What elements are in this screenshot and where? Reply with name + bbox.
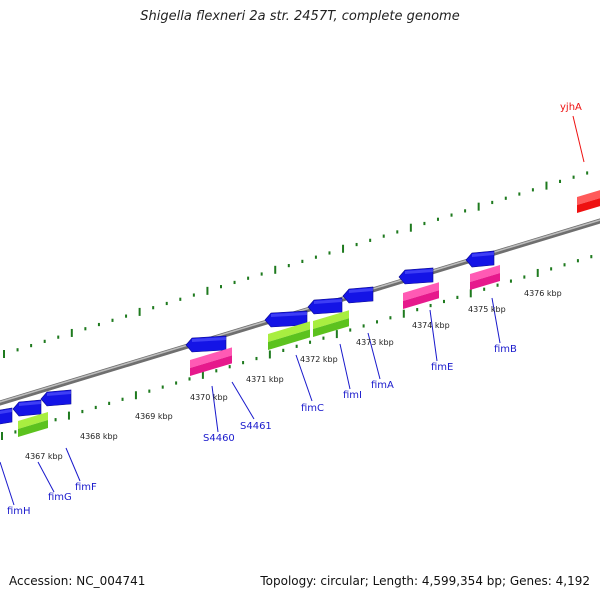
gene-label: fimE <box>431 362 453 373</box>
label-connector <box>295 354 313 402</box>
gene-arrow-highlight <box>349 288 373 293</box>
undefined-top <box>18 412 48 429</box>
label-connector <box>491 297 501 344</box>
gene-label: fimA <box>371 380 394 391</box>
scale-label: 4368 kbp <box>80 432 118 441</box>
label-connector <box>339 343 351 390</box>
undefined-top <box>403 282 439 301</box>
undefined-top <box>268 321 310 342</box>
scale-label: 4370 kbp <box>190 393 228 402</box>
gene-arrow-highlight <box>19 401 41 406</box>
gene-label: fimB <box>494 344 517 355</box>
scale-labels: 4367 kbp 4368 kbp 4369 kbp 4370 kbp 4371 kbp… <box>25 289 562 461</box>
inner-scale-ticks <box>1 255 593 440</box>
genome-summary-text: Topology: circular; Length: 4,599,354 bp… <box>260 574 590 588</box>
gene-label: S4461 <box>240 421 272 432</box>
scale-label: 4371 kbp <box>246 375 284 384</box>
map-title: Shigella flexneri 2a str. 2457T, complet… <box>140 9 460 24</box>
scale-label: 4367 kbp <box>25 452 63 461</box>
gene-label: fimG <box>48 492 72 503</box>
undefined-top <box>313 310 349 329</box>
outer-scale-ticks <box>3 171 589 358</box>
scale-label: 4374 kbp <box>412 321 450 330</box>
gene-arrow-highlight <box>405 269 433 274</box>
scale-label: 4375 kbp <box>468 305 506 314</box>
label-connector <box>211 385 219 433</box>
gene-arrow-highlight <box>271 312 307 317</box>
gene-arrow-highlight <box>192 337 226 342</box>
label-connector <box>572 115 585 163</box>
gene-arrow-highlight <box>47 391 71 396</box>
label-connector <box>65 447 81 482</box>
label-connector <box>37 461 55 493</box>
gene-label: fimF <box>75 482 97 493</box>
gene-label: yjhA <box>560 102 582 113</box>
label-connectors <box>0 115 585 506</box>
label-connector <box>0 461 15 506</box>
scale-label: 4372 kbp <box>300 355 338 364</box>
undefined-top <box>577 190 600 205</box>
gene-label: S4460 <box>203 433 235 444</box>
gene-features <box>0 190 600 437</box>
scale-label: 4369 kbp <box>135 412 173 421</box>
label-connector <box>367 332 381 380</box>
gene-label: fimI <box>343 390 362 401</box>
gene-label: fimC <box>301 403 324 414</box>
undefined-top <box>470 265 500 282</box>
gene-arrow-highlight <box>314 299 342 304</box>
scale-label: 4373 kbp <box>356 338 394 347</box>
label-connector <box>231 381 255 420</box>
gene-arrow-highlight <box>0 409 12 414</box>
gene-arrow-highlight <box>472 252 494 257</box>
gene-label: fimH <box>7 506 31 517</box>
scale-label: 4376 kbp <box>524 289 562 298</box>
undefined-top <box>190 347 232 368</box>
label-connector <box>429 309 438 362</box>
accession-text: Accession: NC_004741 <box>9 574 146 588</box>
